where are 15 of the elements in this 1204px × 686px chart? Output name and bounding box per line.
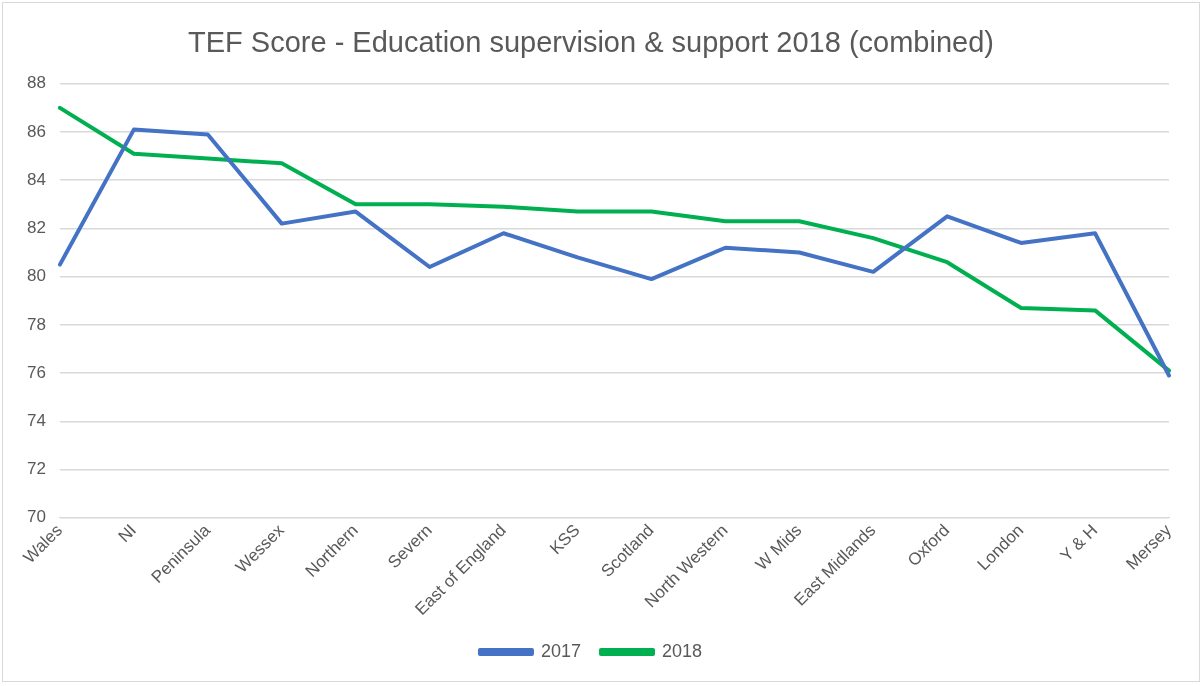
x-tick-label: NI xyxy=(114,520,140,547)
x-tick-label: Y & H xyxy=(1056,520,1102,566)
y-tick-label: 84 xyxy=(26,169,46,189)
y-tick-label: 72 xyxy=(26,459,46,479)
y-tick-label: 76 xyxy=(26,362,46,382)
y-tick-label: 82 xyxy=(26,218,46,238)
y-tick-label: 88 xyxy=(26,73,46,93)
y-tick-label: 74 xyxy=(26,410,46,430)
y-tick-label: 78 xyxy=(26,314,46,334)
legend-label: 2017 xyxy=(540,640,581,661)
legend-label: 2018 xyxy=(662,640,703,661)
y-tick-label: 80 xyxy=(26,266,46,286)
chart-title: TEF Score - Education supervision & support 2018 (combined) xyxy=(188,26,994,59)
y-tick-label: 86 xyxy=(26,121,46,141)
y-tick-label: 70 xyxy=(26,507,46,527)
